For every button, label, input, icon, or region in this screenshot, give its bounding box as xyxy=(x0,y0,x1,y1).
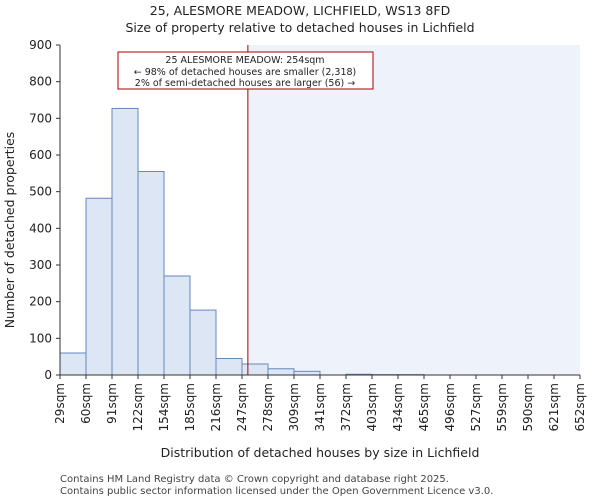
chart-subtitle: Size of property relative to detached ho… xyxy=(125,20,474,35)
x-tick-label: 122sqm xyxy=(131,383,145,431)
footer-line-1: Contains HM Land Registry data © Crown c… xyxy=(60,474,449,485)
x-tick-label: 496sqm xyxy=(443,383,457,431)
x-tick-label: 341sqm xyxy=(313,383,327,431)
x-tick-label: 621sqm xyxy=(547,383,561,431)
bars-group xyxy=(59,45,580,376)
bar xyxy=(241,363,269,376)
y-tick-label: 100 xyxy=(29,331,52,345)
x-tick-label: 29sqm xyxy=(53,383,67,424)
footer-line-2: Contains public sector information licen… xyxy=(60,486,493,497)
bar xyxy=(137,171,165,376)
annotation-box: 25 ALESMORE MEADOW: 254sqm ← 98% of deta… xyxy=(117,51,374,90)
y-tick-label: 300 xyxy=(29,258,52,272)
x-tick-label: 309sqm xyxy=(287,383,301,431)
x-tick-label: 559sqm xyxy=(495,383,509,431)
x-tick-label: 247sqm xyxy=(235,383,249,431)
x-tick-label: 154sqm xyxy=(157,383,171,431)
x-tick-label: 527sqm xyxy=(469,383,483,431)
y-tick-label: 800 xyxy=(29,75,52,89)
x-tick-label: 372sqm xyxy=(339,383,353,431)
annotation-frame xyxy=(117,51,374,90)
bar xyxy=(59,352,87,376)
bar xyxy=(111,107,139,376)
x-tick-label: 590sqm xyxy=(521,383,535,431)
y-tick-label: 900 xyxy=(29,38,52,52)
x-tick-label: 652sqm xyxy=(573,383,587,431)
bar xyxy=(267,368,295,376)
chart-title: 25, ALESMORE MEADOW, LICHFIELD, WS13 8FD xyxy=(150,3,450,18)
bar xyxy=(215,358,243,376)
x-axis-ticks: 29sqm 60sqm 91sqm 122sqm 154sqm 185sqm 216sqm 2… xyxy=(53,375,587,431)
annotation-line-2: ← 98% of detached houses are smaller (2,… xyxy=(134,67,357,78)
y-axis-label: Number of detached properties xyxy=(2,132,17,329)
x-tick-label: 60sqm xyxy=(79,383,93,424)
bar xyxy=(293,370,321,376)
annotation-line-3: 2% of semi-detached houses are larger (5… xyxy=(135,78,355,89)
x-axis-label: Distribution of detached houses by size … xyxy=(161,445,480,460)
y-tick-label: 0 xyxy=(44,368,52,382)
bar xyxy=(85,197,113,376)
y-tick-label: 600 xyxy=(29,148,52,162)
y-axis-ticks: 0 100 200 300 400 500 600 700 800 900 xyxy=(29,38,60,382)
x-tick-label: 216sqm xyxy=(209,383,223,431)
x-tick-label: 185sqm xyxy=(183,383,197,431)
annotation-line-1: 25 ALESMORE MEADOW: 254sqm xyxy=(165,55,324,66)
y-tick-label: 400 xyxy=(29,221,52,235)
plot-background xyxy=(247,45,580,375)
y-tick-label: 700 xyxy=(29,111,52,125)
bar xyxy=(189,309,217,376)
y-tick-label: 500 xyxy=(29,185,52,199)
highlight-region xyxy=(247,45,580,375)
x-tick-label: 465sqm xyxy=(417,383,431,431)
bar xyxy=(163,275,191,376)
x-tick-label: 403sqm xyxy=(365,383,379,431)
x-tick-label: 278sqm xyxy=(261,383,275,431)
x-tick-label: 91sqm xyxy=(105,383,119,424)
x-tick-label: 434sqm xyxy=(391,383,405,431)
y-tick-label: 200 xyxy=(29,295,52,309)
